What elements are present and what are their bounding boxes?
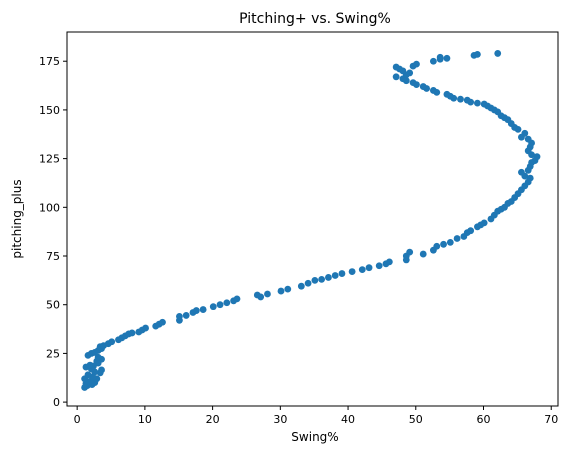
x-tick-label-30: 30 <box>273 413 287 426</box>
data-point-74 <box>419 250 427 258</box>
data-points <box>81 50 541 391</box>
y-tick-label-0: 0 <box>53 396 60 409</box>
data-point-139 <box>392 73 400 81</box>
x-tick-label-0: 0 <box>74 413 81 426</box>
data-point-57 <box>284 285 292 293</box>
y-tick-label-125: 125 <box>39 153 60 166</box>
data-point-49 <box>216 301 224 309</box>
data-point-38 <box>142 324 149 332</box>
y-tick-label-25: 25 <box>46 347 60 360</box>
data-point-77 <box>440 240 447 248</box>
x-tick-label-60: 60 <box>477 413 491 426</box>
data-point-59 <box>304 279 312 287</box>
data-point-68 <box>375 262 383 270</box>
data-point-35 <box>128 329 136 337</box>
data-point-149 <box>443 54 451 62</box>
y-tick-label-175: 175 <box>39 55 60 68</box>
data-point-48 <box>209 303 217 311</box>
data-point-126 <box>463 96 471 104</box>
data-point-52 <box>233 295 241 303</box>
chart-title: Pitching+ vs. Swing% <box>239 11 391 27</box>
data-point-66 <box>358 266 366 274</box>
data-point-50 <box>223 299 231 307</box>
data-point-98 <box>526 174 534 182</box>
y-axis-ticks: 0 25 50 75 100 125 150 175 <box>39 55 67 409</box>
plot-frame <box>66 31 559 407</box>
data-point-127 <box>457 95 464 103</box>
x-tick-label-40: 40 <box>341 413 355 426</box>
data-point-46 <box>192 307 200 314</box>
data-point-44 <box>182 312 190 319</box>
data-point-61 <box>318 275 326 283</box>
y-axis-label: pitching_plus <box>10 179 24 258</box>
x-tick-label-10: 10 <box>138 413 152 426</box>
x-axis-label: Swing% <box>291 430 338 444</box>
data-point-152 <box>474 51 481 58</box>
data-point-21 <box>94 353 102 361</box>
data-point-13 <box>98 366 105 374</box>
data-point-134 <box>419 83 427 90</box>
data-point-63 <box>331 272 339 279</box>
data-point-78 <box>446 238 454 246</box>
data-point-62 <box>325 274 332 281</box>
data-point-10 <box>84 371 92 379</box>
x-axis-ticks: 0 10 20 30 40 50 60 70 <box>74 406 558 426</box>
data-point-67 <box>365 264 373 272</box>
y-tick-label-100: 100 <box>39 201 60 214</box>
y-tick-label-75: 75 <box>46 250 60 263</box>
data-point-153 <box>494 50 502 57</box>
data-point-58 <box>297 282 305 290</box>
data-point-65 <box>348 268 356 275</box>
data-point-123 <box>480 100 488 108</box>
data-point-132 <box>429 87 437 94</box>
data-point-146 <box>413 60 420 68</box>
x-tick-label-50: 50 <box>409 413 423 426</box>
data-point-43 <box>176 313 183 320</box>
data-point-70 <box>385 258 393 266</box>
data-point-60 <box>311 276 319 284</box>
data-point-56 <box>277 287 285 295</box>
data-point-110 <box>524 135 532 143</box>
data-point-47 <box>199 306 207 313</box>
data-point-54 <box>257 293 265 301</box>
data-point-100 <box>518 168 525 176</box>
y-tick-label-150: 150 <box>39 104 60 117</box>
data-point-85 <box>480 219 488 227</box>
data-point-82 <box>467 227 475 235</box>
data-point-105 <box>533 153 541 161</box>
data-point-141 <box>406 69 414 77</box>
data-point-41 <box>159 318 166 326</box>
data-point-150 <box>436 53 444 61</box>
data-point-124 <box>474 99 481 107</box>
y-tick-label-50: 50 <box>46 299 60 312</box>
data-point-79 <box>453 235 461 242</box>
data-point-136 <box>409 79 417 87</box>
data-point-55 <box>264 290 271 298</box>
data-point-144 <box>392 63 400 71</box>
data-point-17 <box>86 361 94 369</box>
data-point-30 <box>108 338 116 346</box>
data-point-130 <box>443 90 451 98</box>
data-point-112 <box>521 129 529 137</box>
x-tick-label-20: 20 <box>206 413 220 426</box>
data-point-73 <box>406 248 414 256</box>
x-tick-label-70: 70 <box>544 413 558 426</box>
data-point-64 <box>338 270 346 277</box>
data-point-76 <box>433 242 441 250</box>
data-point-147 <box>429 57 437 65</box>
